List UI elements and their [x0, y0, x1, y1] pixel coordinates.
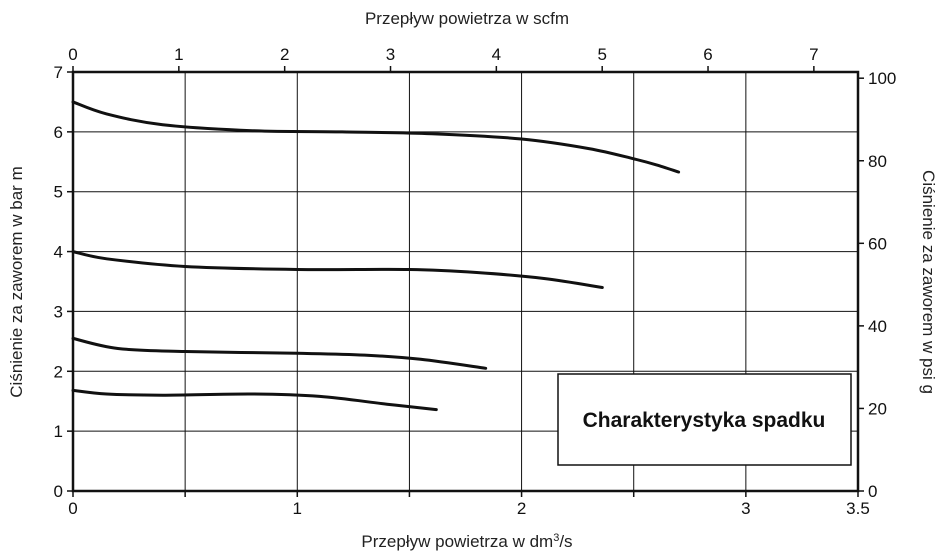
bottom-axis-title-sup: 3 [553, 532, 559, 544]
top-axis-tick-label: 5 [597, 45, 606, 64]
grid [73, 72, 858, 491]
top-axis-tick-label: 1 [174, 45, 183, 64]
chart-title: Charakterystyka spadku [583, 409, 826, 432]
bottom-axis-tick-label: 3.5 [846, 499, 870, 518]
bottom-axis-title-main: Przepływ powietrza w dm [361, 532, 553, 551]
series-line-3 [71, 336, 488, 370]
top-axis-tick-label: 4 [492, 45, 501, 64]
left-axis-title: Ciśnienie za zaworem w bar m [7, 166, 26, 397]
bottom-axis-tick-label: 2 [517, 499, 526, 518]
left-axis-tick-label: 2 [54, 362, 63, 381]
plot-frame [71, 70, 860, 493]
axes [67, 66, 864, 497]
left-axis-tick-label: 3 [54, 302, 63, 321]
left-axis-tick-label: 0 [54, 482, 63, 501]
bottom-axis-title-tail: /s [559, 532, 572, 551]
left-axis-tick-label: 1 [54, 422, 63, 441]
series-line-4 [71, 388, 438, 412]
series-line-2 [71, 250, 604, 289]
right-axis-title: Ciśnienie za zaworem w psi g [919, 170, 938, 394]
right-axis-tick-label: 20 [868, 399, 887, 418]
top-axis-tick-label: 6 [703, 45, 712, 64]
right-axis-tick-label: 40 [868, 317, 887, 336]
top-axis-tick-label: 2 [280, 45, 289, 64]
top-axis-title: Przepływ powietrza w scfm [365, 9, 569, 28]
series-group [71, 100, 681, 412]
bottom-axis-tick-label: 0 [68, 499, 77, 518]
bottom-axis-tick-label: 1 [293, 499, 302, 518]
top-axis-tick-label: 3 [386, 45, 395, 64]
top-axis-tick-label: 0 [68, 45, 77, 64]
right-axis-tick-label: 100 [868, 69, 896, 88]
legend-box [557, 373, 852, 466]
series-line-1 [71, 100, 681, 174]
right-axis-tick-label: 0 [868, 482, 877, 501]
left-axis-tick-label: 4 [54, 243, 63, 262]
left-axis-tick-label: 5 [54, 183, 63, 202]
right-axis-tick-label: 80 [868, 152, 887, 171]
right-axis-tick-label: 60 [868, 234, 887, 253]
bottom-axis-tick-label: 3 [741, 499, 750, 518]
left-axis-tick-label: 7 [54, 63, 63, 82]
left-axis-tick-label: 6 [54, 123, 63, 142]
top-axis-tick-label: 7 [809, 45, 818, 64]
bottom-axis-title: Przepływ powietrza w dm3/s [361, 532, 572, 551]
